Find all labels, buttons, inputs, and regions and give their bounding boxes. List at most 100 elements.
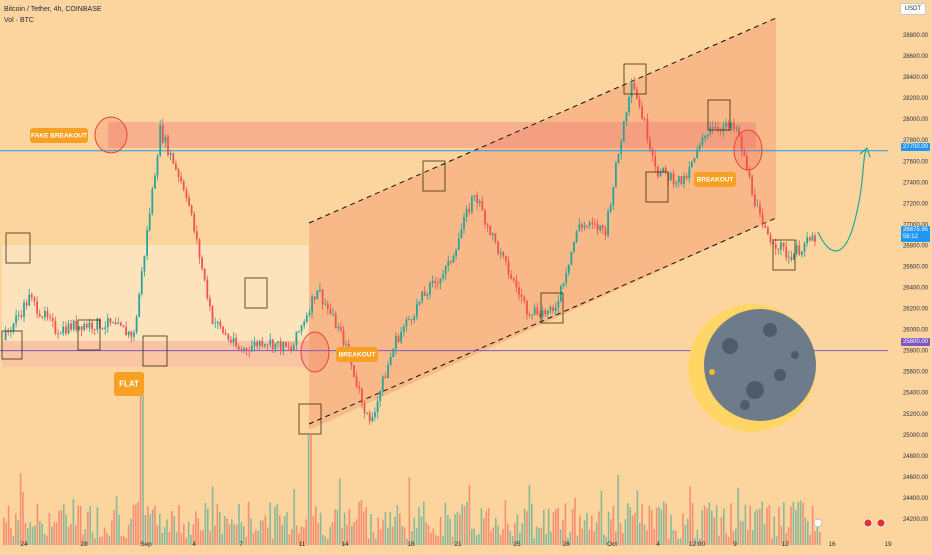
- volume-bar: [216, 504, 219, 545]
- candle-body: [769, 234, 772, 243]
- volume-bar: [58, 510, 60, 545]
- candle-body: [691, 161, 693, 167]
- volume-bar: [183, 523, 185, 545]
- candle-body: [345, 343, 347, 345]
- volume-bar: [763, 523, 766, 545]
- volume-bar: [766, 507, 768, 545]
- volume-bar: [468, 484, 471, 545]
- candle-body: [583, 225, 586, 228]
- candle-body: [154, 175, 156, 189]
- candle-body: [80, 326, 83, 331]
- volume-bar: [288, 534, 291, 545]
- candle-body: [457, 238, 460, 250]
- highlight-box: [645, 171, 669, 203]
- volume-bar: [367, 538, 370, 545]
- volume-bar: [562, 520, 564, 545]
- volume-bar: [437, 536, 439, 545]
- volume-bar: [120, 536, 123, 545]
- candle-body: [38, 313, 41, 317]
- candle-body: [285, 342, 287, 347]
- candle-body: [785, 246, 788, 258]
- volume-bar: [355, 519, 358, 545]
- candle-body: [397, 336, 400, 342]
- volume-bar: [132, 504, 135, 545]
- volume-bar: [658, 506, 660, 545]
- volume-bar: [708, 502, 711, 545]
- volume-bar: [187, 521, 190, 545]
- candle-body: [237, 346, 240, 350]
- volume-bar: [211, 486, 214, 545]
- volume-bar: [214, 525, 216, 545]
- candle-body: [533, 307, 536, 315]
- volume-bar: [276, 504, 279, 545]
- candle-body: [808, 237, 811, 241]
- us-flag-icon[interactable]: [876, 518, 886, 528]
- breakout-label-upper-bg: [694, 172, 736, 187]
- candle-body: [114, 322, 117, 325]
- currency-badge[interactable]: USDT: [899, 3, 926, 15]
- candle-body: [216, 321, 219, 324]
- candle-body: [675, 182, 678, 185]
- candle-body: [140, 271, 143, 294]
- volume-bar: [403, 527, 406, 545]
- volume-bar: [394, 516, 396, 545]
- candle-body: [649, 139, 651, 150]
- volume-bar: [435, 535, 437, 545]
- candle-body: [17, 315, 20, 316]
- candle-body: [491, 233, 494, 235]
- candle-body: [431, 280, 434, 283]
- channel-upper-line: [308, 17, 777, 224]
- volume-bar: [185, 538, 187, 545]
- highlight-box: [422, 160, 446, 192]
- volume-bar: [663, 501, 665, 545]
- candle-body: [502, 252, 505, 257]
- candle-body: [670, 173, 672, 181]
- candle-body: [484, 210, 486, 225]
- volume-bar: [526, 511, 528, 545]
- candle-body: [240, 349, 243, 351]
- volume-bar: [545, 533, 547, 545]
- candle-body: [570, 251, 573, 265]
- volume-bar: [432, 528, 435, 545]
- candle-body: [651, 149, 654, 156]
- candle-body: [622, 121, 625, 142]
- candle-body: [460, 229, 463, 239]
- moon-crater: [746, 381, 764, 399]
- candle-body: [245, 348, 248, 351]
- event-icon[interactable]: [813, 518, 823, 528]
- volume-bar: [348, 508, 351, 545]
- volume-bar: [759, 508, 761, 545]
- volume-bar: [221, 534, 223, 545]
- price-axis-tick: 25800.00: [903, 349, 929, 355]
- candle-body: [117, 322, 120, 325]
- volume-bar: [154, 505, 156, 545]
- candle-body: [725, 122, 727, 127]
- volume-bar: [713, 516, 715, 545]
- candle-body: [96, 318, 99, 330]
- candle-body: [381, 376, 384, 391]
- volume-bar: [22, 492, 24, 545]
- volume-bar: [466, 501, 468, 545]
- candle-body: [321, 289, 324, 304]
- volume-bar: [65, 514, 67, 545]
- candle-body: [23, 302, 25, 317]
- channel-lower-line: [308, 217, 777, 425]
- volume-bar: [629, 507, 631, 545]
- volume-bar: [135, 504, 137, 545]
- volume-bar: [574, 497, 576, 545]
- volume-bar: [48, 513, 51, 545]
- candle-body: [258, 341, 261, 347]
- candle-body: [232, 338, 235, 343]
- volume-bar: [415, 527, 418, 545]
- us-flag-icon[interactable]: [863, 518, 873, 528]
- volume-bar: [67, 526, 70, 545]
- candle-body: [188, 197, 190, 206]
- volume-bar: [327, 539, 329, 545]
- volume-bar: [427, 525, 430, 545]
- candle-body: [609, 205, 612, 212]
- candle-body: [180, 176, 182, 182]
- volume-bar: [670, 514, 672, 545]
- volume-bar: [528, 484, 531, 545]
